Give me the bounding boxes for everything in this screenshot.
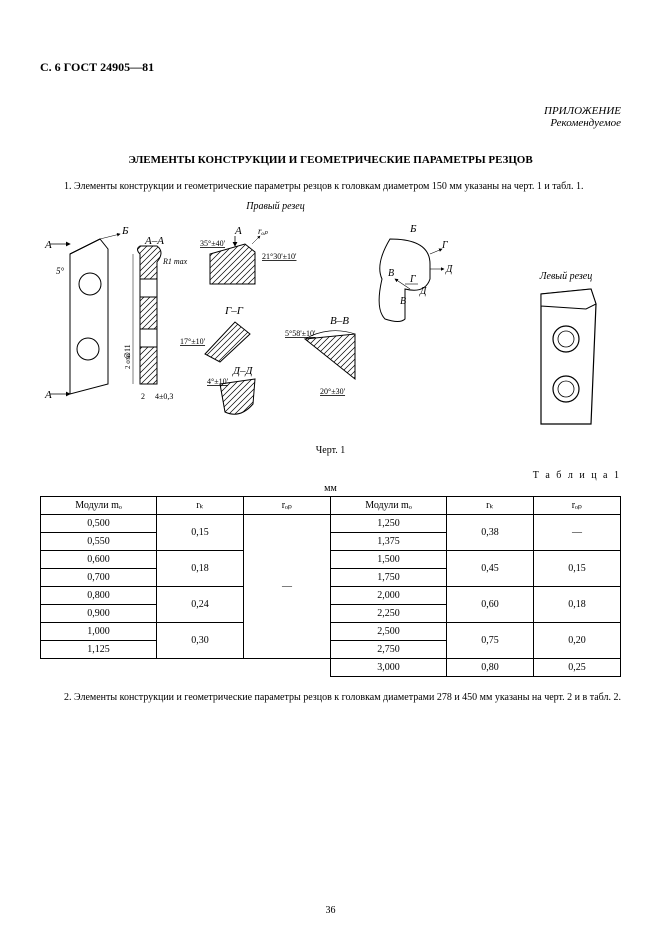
cell-mod: 0,800 xyxy=(41,587,157,605)
svg-text:4°±10': 4°±10' xyxy=(207,377,229,386)
svg-text:A: A xyxy=(44,239,52,251)
figure-right-label: Левый резец xyxy=(511,271,621,282)
svg-text:rₒₚ: rₒₚ xyxy=(258,226,268,236)
th-ro-r: rₒₚ xyxy=(533,497,620,515)
cell-ro: 0,18 xyxy=(533,587,620,623)
paragraph-2: 2. Элементы конструкции и геометрические… xyxy=(40,691,621,704)
cell-r: 0,45 xyxy=(446,551,533,587)
cell-ro: 0,20 xyxy=(533,623,620,659)
svg-text:A: A xyxy=(44,389,52,401)
figure-right-drawing xyxy=(521,284,611,434)
page-number: 36 xyxy=(0,905,661,916)
svg-text:A: A xyxy=(234,225,242,237)
appendix-line1: ПРИЛОЖЕНИЕ xyxy=(40,105,621,117)
cell-mod: 1,250 xyxy=(330,515,446,533)
cell-mod: 1,125 xyxy=(41,641,157,659)
appendix-line2: Рекомендуемое xyxy=(40,117,621,129)
svg-text:Д: Д xyxy=(445,264,453,275)
cell-mod: 2,000 xyxy=(330,587,446,605)
cell-mod: 0,500 xyxy=(41,515,157,533)
svg-text:Д–Д: Д–Д xyxy=(232,365,253,377)
svg-text:R1 max: R1 max xyxy=(162,257,188,266)
cell-mod: 3,000 xyxy=(330,659,446,677)
figure-1: Правый резец A A xyxy=(40,201,621,439)
svg-text:21°30'±10': 21°30'±10' xyxy=(262,252,297,261)
cell-r: 0,18 xyxy=(157,551,244,587)
th-r-l: rₖ xyxy=(157,497,244,515)
cell-mod: 2,750 xyxy=(330,641,446,659)
cell-ro: — xyxy=(243,515,330,659)
svg-text:Г–Г: Г–Г xyxy=(224,305,244,317)
cell-mod: 1,500 xyxy=(330,551,446,569)
svg-text:Г: Г xyxy=(441,240,448,251)
cell-r: 0,38 xyxy=(446,515,533,551)
table-row: 0,5000,15—1,2500,38— xyxy=(41,515,621,533)
figure-left-drawing: A A 5° Б A–A R1 max xyxy=(40,214,480,434)
th-mod-l: Модули mₒ xyxy=(41,497,157,515)
cell-r: 0,80 xyxy=(446,659,533,677)
svg-text:35°±40': 35°±40' xyxy=(200,239,226,248)
cell-ro: 0,15 xyxy=(533,551,620,587)
page-header: С. 6 ГОСТ 24905—81 xyxy=(40,60,621,75)
table-row: 0,8000,242,0000,600,18 xyxy=(41,587,621,605)
svg-text:Д: Д xyxy=(419,286,427,297)
svg-text:Г: Г xyxy=(409,274,416,285)
paragraph-1: 1. Элементы конструкции и геометрические… xyxy=(40,180,621,193)
cell-r: 0,15 xyxy=(157,515,244,551)
section-title: ЭЛЕМЕНТЫ КОНСТРУКЦИИ И ГЕОМЕТРИЧЕСКИЕ ПА… xyxy=(40,154,621,166)
cell-r: 0,75 xyxy=(446,623,533,659)
cell-mod: 2,500 xyxy=(330,623,446,641)
cell-mod: 0,600 xyxy=(41,551,157,569)
cell-mod: 2,250 xyxy=(330,605,446,623)
table-row: 3,0000,800,25 xyxy=(41,659,621,677)
th-ro-l: rₒₚ xyxy=(243,497,330,515)
svg-text:2 отв.: 2 отв. xyxy=(124,352,132,369)
cell-ro: — xyxy=(533,515,620,551)
cell-r: 0,60 xyxy=(446,587,533,623)
cell-mod: 0,900 xyxy=(41,605,157,623)
svg-text:5°58'±10': 5°58'±10' xyxy=(285,329,316,338)
cell-mod: 1,375 xyxy=(330,533,446,551)
svg-text:В: В xyxy=(388,268,394,279)
svg-text:Б: Б xyxy=(409,223,417,235)
cell-mod: 1,000 xyxy=(41,623,157,641)
cell-ro: 0,25 xyxy=(533,659,620,677)
figure-caption: Черт. 1 xyxy=(40,445,621,456)
cell-r: 0,30 xyxy=(157,623,244,659)
svg-text:2: 2 xyxy=(141,392,145,401)
svg-text:В–В: В–В xyxy=(330,315,349,327)
svg-text:В: В xyxy=(400,296,406,307)
cell-r: 0,24 xyxy=(157,587,244,623)
figure-left-label: Правый резец xyxy=(40,201,511,212)
table-1: Модули mₒ rₖ rₒₚ Модули mₒ rₖ rₒₚ 0,5000… xyxy=(40,496,621,677)
svg-text:5°: 5° xyxy=(56,266,65,276)
table-label: Т а б л и ц а 1 xyxy=(40,470,621,481)
svg-text:20°±30': 20°±30' xyxy=(320,387,346,396)
appendix-block: ПРИЛОЖЕНИЕ Рекомендуемое xyxy=(40,105,621,129)
svg-text:A–A: A–A xyxy=(144,235,164,247)
th-r-r: rₖ xyxy=(446,497,533,515)
table-row: 0,6000,181,5000,450,15 xyxy=(41,551,621,569)
svg-text:Б: Б xyxy=(121,225,129,237)
th-mod-r: Модули mₒ xyxy=(330,497,446,515)
table-unit: мм xyxy=(40,483,621,494)
table-row: 1,0000,302,5000,750,20 xyxy=(41,623,621,641)
cell-mod: 1,750 xyxy=(330,569,446,587)
svg-text:4±0,3: 4±0,3 xyxy=(155,392,173,401)
svg-text:17°±10': 17°±10' xyxy=(180,337,206,346)
cell-mod: 0,550 xyxy=(41,533,157,551)
cell-mod: 0,700 xyxy=(41,569,157,587)
